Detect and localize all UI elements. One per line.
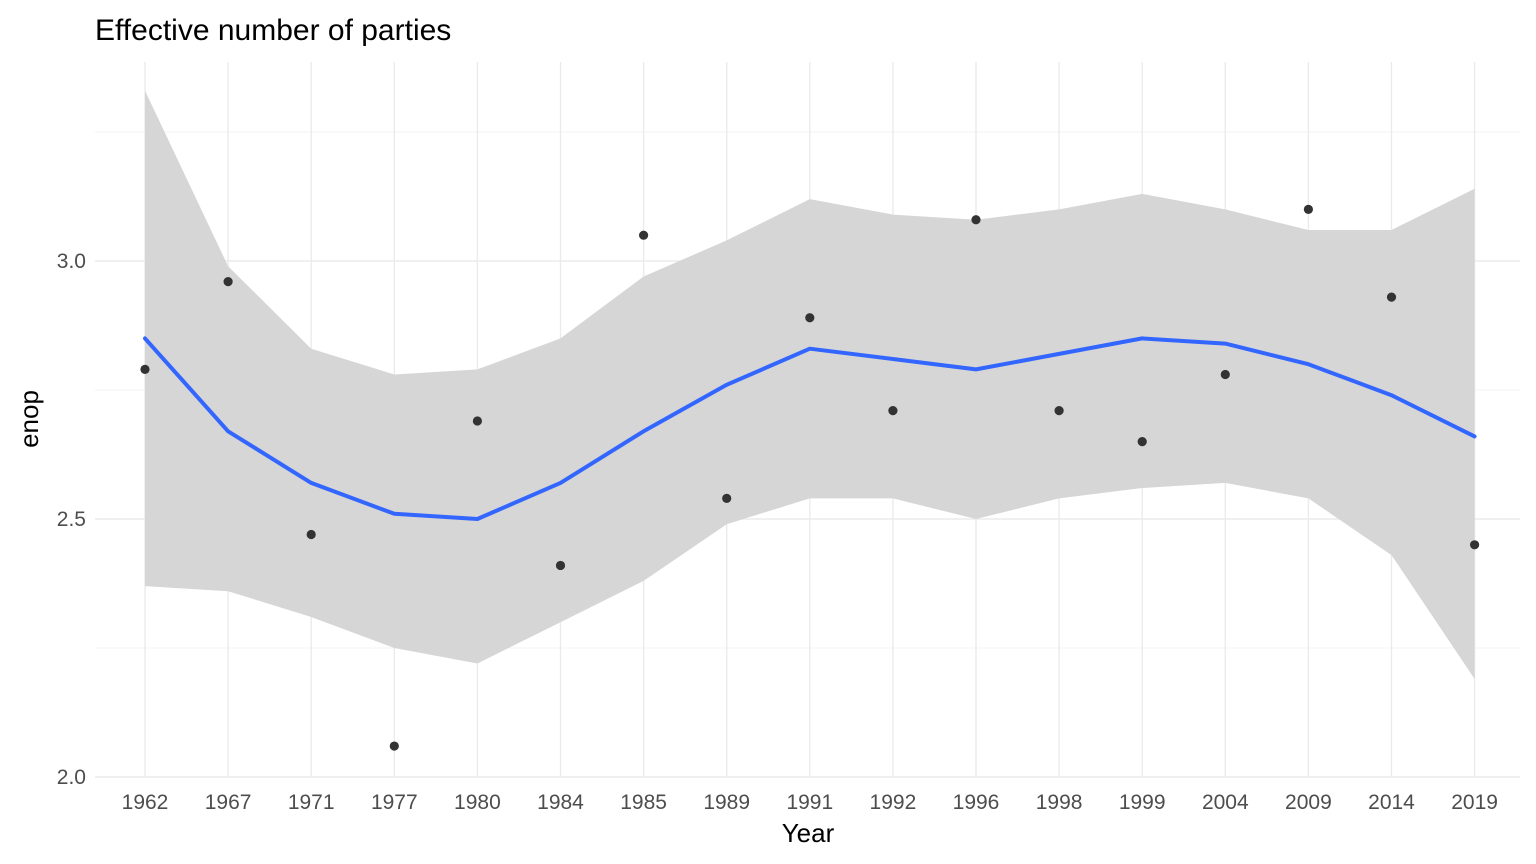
x-tick-label: 1992	[870, 791, 917, 814]
x-tick-label: 1980	[454, 791, 501, 814]
x-tick-label: 1984	[537, 791, 584, 814]
y-tick-label: 3.0	[57, 250, 86, 273]
confidence-band	[145, 90, 1475, 679]
y-tick-label: 2.5	[57, 508, 86, 531]
data-point	[555, 560, 566, 571]
x-tick-label: 2019	[1451, 791, 1498, 814]
data-point	[639, 230, 649, 240]
x-tick-label: 2009	[1285, 791, 1332, 814]
y-tick-labels: 2.0 2.5 3.0	[57, 250, 86, 789]
data-point	[306, 529, 316, 540]
data-point	[472, 416, 482, 426]
x-tick-label: 1971	[288, 791, 335, 814]
data-point	[140, 364, 150, 374]
data-point	[1470, 540, 1480, 550]
data-point	[1054, 406, 1064, 416]
data-point	[1137, 437, 1147, 447]
x-tick-label: 2004	[1202, 791, 1249, 814]
chart-title: Effective number of parties	[95, 14, 451, 47]
x-tick-label: 1967	[205, 791, 252, 814]
confidence-band-area	[145, 90, 1475, 679]
x-tick-label: 2014	[1368, 791, 1415, 814]
data-point	[1386, 292, 1397, 302]
x-tick-label: 1962	[122, 791, 169, 814]
x-axis-title: Year	[782, 818, 835, 848]
x-tick-label: 1989	[703, 791, 750, 814]
x-tick-label: 1985	[620, 791, 667, 814]
data-point	[1303, 204, 1313, 214]
data-point	[805, 313, 815, 323]
x-tick-label: 1991	[786, 791, 833, 814]
x-tick-label: 1977	[371, 791, 418, 814]
data-point	[223, 277, 233, 287]
data-point	[389, 741, 399, 751]
y-axis-title: enop	[14, 390, 44, 448]
x-tick-label: 1999	[1119, 791, 1166, 814]
data-point	[722, 493, 732, 503]
data-points	[140, 204, 1480, 751]
data-point	[971, 215, 981, 225]
data-point	[888, 406, 898, 416]
smooth-line	[143, 336, 1477, 521]
x-tick-label: 1996	[953, 791, 1000, 814]
smooth-line-layer	[143, 336, 1477, 521]
data-point	[1220, 369, 1230, 380]
x-tick-label: 1998	[1036, 791, 1083, 814]
x-tick-labels: 1962 1967 1971 1977 1980 1984 1985 1989 1991 1992…	[122, 791, 1498, 814]
y-tick-label: 2.0	[57, 766, 86, 789]
